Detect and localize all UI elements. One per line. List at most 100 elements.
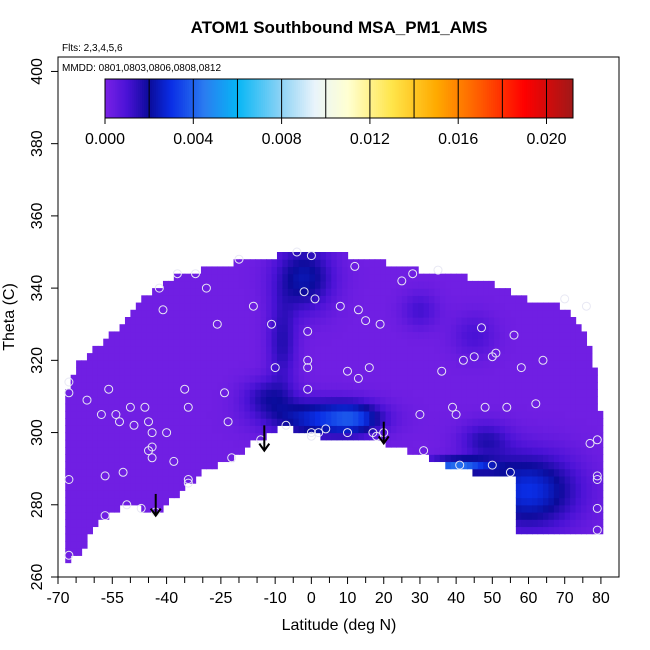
heatmap-cell [266,418,273,426]
heatmap-cell [521,331,528,340]
heatmap-cell [184,288,191,296]
colorbar-segment [420,79,424,118]
heatmap-cell [81,389,88,398]
heatmap-cell [526,490,533,499]
heatmap-cell [347,280,354,289]
heatmap-cell [173,302,180,311]
heatmap-cell [418,447,425,455]
heatmap-cell [423,317,430,325]
heatmap-cell [282,367,289,376]
colorbar-segment [272,79,276,118]
heatmap-cell [173,360,180,369]
heatmap-cell [70,475,77,484]
heatmap-cell [76,425,83,434]
heatmap-cell [217,288,224,296]
heatmap-cell [65,418,72,426]
heatmap-cell [477,295,484,304]
heatmap-cell [135,490,142,499]
heatmap-cell [168,389,175,398]
heatmap-cell [564,497,571,506]
heatmap-cell [65,410,72,419]
heatmap-cell [461,454,468,463]
heatmap-cell [325,389,332,398]
heatmap-cell [483,324,490,333]
heatmap-cell [206,302,213,311]
heatmap-cell [238,302,245,311]
heatmap-cell [119,382,126,390]
heatmap-cell [450,345,457,354]
colorbar-segment [397,79,400,118]
heatmap-cell [200,266,207,275]
colorbar-segment [475,79,478,118]
heatmap-cell [559,461,566,470]
heatmap-cell [363,280,370,289]
colorbar-segment [477,79,480,118]
heatmap-cell [86,353,93,361]
heatmap-cell [542,302,550,311]
colorbar-segment [188,79,192,118]
heatmap-cell [282,295,289,304]
colorbar-segment [212,79,215,118]
heatmap-cell [206,273,213,282]
heatmap-cell [173,447,180,455]
heatmap-cell [108,331,115,340]
heatmap-cell [168,410,175,419]
heatmap-cell [195,309,202,318]
heatmap-cell [548,367,555,376]
heatmap-cell [412,266,419,275]
heatmap-cell [510,353,517,361]
heatmap-cell [244,280,251,289]
heatmap-cell [559,512,566,520]
heatmap-cell [553,468,560,477]
colorbar-segment [403,79,406,118]
heatmap-cell [173,389,180,398]
heatmap-cell [586,447,593,455]
heatmap-cell [244,425,251,434]
heatmap-cell [423,353,430,361]
heatmap-cell [146,454,153,463]
heatmap-cell [575,483,582,491]
heatmap-cell [597,504,604,513]
heatmap-cell [510,410,517,419]
heatmap-cell [76,447,83,455]
heatmap-cell [510,432,517,441]
heatmap-cell [439,382,446,390]
heatmap-cell [488,432,495,441]
heatmap-cell [97,403,104,412]
heatmap-cell [374,273,381,282]
heatmap-cell [597,410,604,419]
heatmap-cell [92,345,99,354]
heatmap-cell [211,425,218,434]
observation-point [487,460,497,470]
heatmap-cell [515,345,522,354]
heatmap-cell [369,389,376,398]
heatmap-cell [450,403,457,412]
heatmap-cell [119,483,126,491]
heatmap-cell [352,280,360,289]
heatmap-cell [293,266,300,275]
colorbar-segment [532,79,535,118]
heatmap-cell [461,389,468,398]
heatmap-cell [553,324,560,333]
heatmap-cell [282,259,289,268]
heatmap-cell [76,548,83,556]
heatmap-cell [347,403,354,412]
heatmap-cell [309,295,316,304]
heatmap-cell [141,454,148,463]
heatmap-cell [336,396,343,405]
heatmap-cell [314,266,321,275]
heatmap-cell [86,410,93,419]
heatmap-cell [173,483,180,491]
heatmap-cell [396,338,403,347]
heatmap-cell [537,374,544,383]
heatmap-cell [309,302,316,311]
observation-point [267,319,276,329]
heatmap-cell [162,367,169,376]
heatmap-cell [124,425,131,434]
heatmap-cell [396,432,403,441]
colorbar-segment [520,79,523,118]
heatmap-cell [591,483,598,491]
heatmap-cell [450,396,457,405]
heatmap-cell [282,353,289,361]
heatmap-cell [108,475,115,484]
